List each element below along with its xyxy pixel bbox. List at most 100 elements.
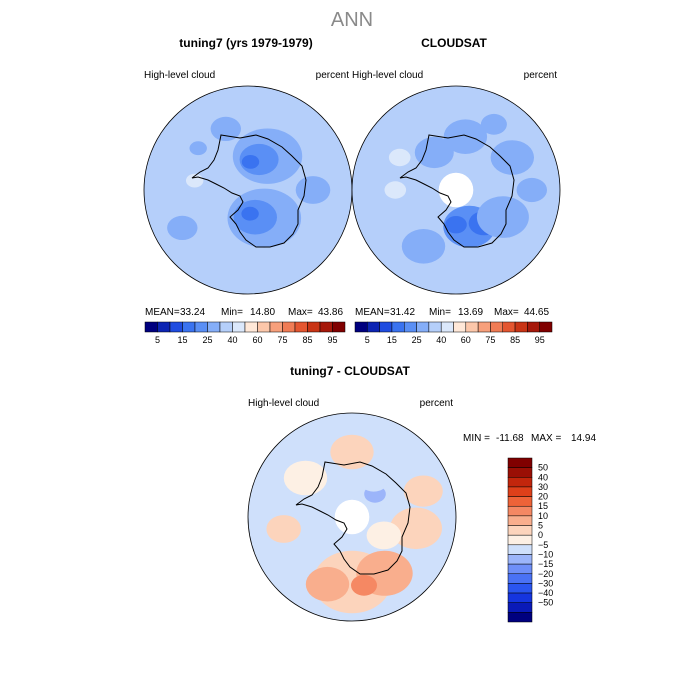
diff-colorbar-label: −10	[538, 550, 553, 560]
diff-colorbar-box-16	[507, 612, 533, 623]
colorbar-tick-label: 75	[485, 335, 495, 345]
panel-model-mean-value: 33.24	[180, 307, 205, 318]
diff-colorbar-label: 10	[538, 511, 548, 521]
colorbar-tick-label: 40	[227, 335, 237, 345]
colorbar-box-0	[354, 321, 368, 333]
diff-colorbar-label: −40	[538, 588, 553, 598]
colorbar-tick-label: 25	[202, 335, 212, 345]
colorbar-box-8	[244, 321, 258, 333]
panel-model-stats: MEAN= 33.24 Min= 14.80 Max= 43.86	[145, 307, 343, 318]
diff-colorbar-box-13	[507, 583, 533, 594]
diff-colorbar-box-6	[507, 515, 533, 526]
panel-obs: CLOUDSAT High-level cloud percent MEAN= …	[351, 36, 561, 345]
colorbar-box-10	[477, 321, 491, 333]
panel-diff: tuning7 - CLOUDSAT High-level cloud perc…	[247, 364, 596, 623]
diff-colorbar-box-15	[507, 602, 533, 613]
colorbar-box-5	[207, 321, 221, 333]
panel-diff-units-label: percent	[420, 398, 454, 409]
panel-obs-colorbar: 5 15 25 40 60 75 85 95	[354, 321, 553, 345]
colorbar-box-13	[514, 321, 528, 333]
panel-model: tuning7 (yrs 1979-1979) High-level cloud…	[143, 36, 353, 345]
field-blob-5	[241, 206, 259, 221]
colorbar-tick-label: 85	[510, 335, 520, 345]
diff-colorbar-box-5	[507, 505, 533, 517]
diff-colorbar-box-10	[507, 554, 533, 565]
diff-colorbar-label: −5	[538, 540, 548, 550]
panel-model-max-value: 43.86	[318, 307, 343, 318]
panel-model-map-field	[167, 116, 331, 248]
colorbar-box-15	[539, 321, 553, 333]
field-blob-2	[305, 566, 350, 602]
panel-diff-min-label: MIN =	[463, 433, 490, 444]
colorbar-box-8	[453, 321, 467, 333]
main-title: ANN	[331, 9, 373, 31]
field-blob-8	[443, 119, 488, 154]
colorbar-box-14	[527, 321, 540, 333]
field-blob-6	[330, 434, 374, 470]
diff-colorbar-label: 30	[538, 482, 548, 492]
panel-diff-title: tuning7 - CLOUDSAT	[290, 364, 410, 378]
panel-diff-max-value: 14.94	[571, 433, 596, 444]
panel-model-max-label: Max=	[288, 307, 313, 318]
diff-colorbar-box-11	[507, 563, 533, 575]
panel-model-variable-label: High-level cloud	[144, 70, 215, 81]
panel-obs-title: CLOUDSAT	[421, 36, 487, 50]
colorbar-tick-label: 5	[365, 335, 370, 345]
colorbar-box-14	[319, 321, 333, 333]
colorbar-box-7	[232, 321, 246, 333]
panel-diff-variable-label: High-level cloud	[248, 398, 319, 409]
panel-obs-mean-label: MEAN=	[355, 307, 390, 318]
field-blob-10	[358, 467, 389, 492]
field-blob-2	[445, 216, 467, 234]
field-blob-11	[516, 177, 547, 203]
diff-colorbar-box-1	[507, 467, 533, 478]
panel-diff-map-border	[247, 412, 457, 622]
field-blob-10	[480, 113, 507, 135]
diff-colorbar-box-14	[507, 592, 533, 603]
diff-colorbar-label: 15	[538, 501, 548, 511]
diff-colorbar-label: 0	[538, 530, 543, 540]
diff-colorbar-label: 5	[538, 521, 543, 531]
panel-obs-max-value: 44.65	[524, 307, 549, 318]
colorbar-tick-label: 75	[277, 335, 287, 345]
field-blob-6	[388, 148, 411, 167]
colorbar-tick-label: 40	[436, 335, 446, 345]
colorbar-tick-label: 15	[387, 335, 397, 345]
colorbar-tick-label: 5	[155, 335, 160, 345]
diff-colorbar-box-0	[507, 457, 533, 468]
colorbar-tick-label: 25	[412, 335, 422, 345]
colorbar-box-6	[428, 321, 442, 333]
panel-diff-stats: MIN = -11.68 MAX = 14.94	[463, 433, 596, 444]
panel-model-map-background	[144, 86, 352, 294]
field-blob-7	[295, 176, 331, 204]
colorbar-box-4	[404, 321, 417, 333]
panel-diff-missing-cap	[334, 499, 370, 535]
colorbar-box-0	[144, 321, 158, 333]
colorbar-box-4	[194, 321, 208, 333]
panel-obs-units-label: percent	[524, 70, 558, 81]
field-blob-6	[167, 215, 198, 240]
panel-model-map	[144, 86, 352, 294]
field-blob-3	[351, 574, 377, 596]
colorbar-tick-label: 60	[461, 335, 471, 345]
panel-obs-max-label: Max=	[494, 307, 519, 318]
colorbar-box-15	[332, 321, 346, 333]
panel-obs-min-value: 13.69	[458, 307, 483, 318]
diff-colorbar-label: 50	[538, 463, 548, 473]
diff-colorbar-label: −30	[538, 578, 553, 588]
colorbar-box-5	[416, 321, 430, 333]
colorbar-box-1	[367, 321, 380, 333]
colorbar-box-3	[391, 321, 405, 333]
colorbar-box-9	[257, 321, 271, 333]
field-blob-4	[390, 507, 442, 550]
field-blob-7	[266, 515, 302, 543]
colorbar-box-3	[182, 321, 196, 333]
colorbar-box-12	[502, 321, 516, 333]
diff-colorbar-label: 40	[538, 472, 548, 482]
panel-model-title: tuning7 (yrs 1979-1979)	[179, 36, 312, 50]
colorbar-tick-label: 15	[177, 335, 187, 345]
panel-diff-max-label: MAX =	[531, 433, 561, 444]
panel-obs-map	[352, 86, 560, 294]
field-blob-10	[189, 141, 207, 156]
